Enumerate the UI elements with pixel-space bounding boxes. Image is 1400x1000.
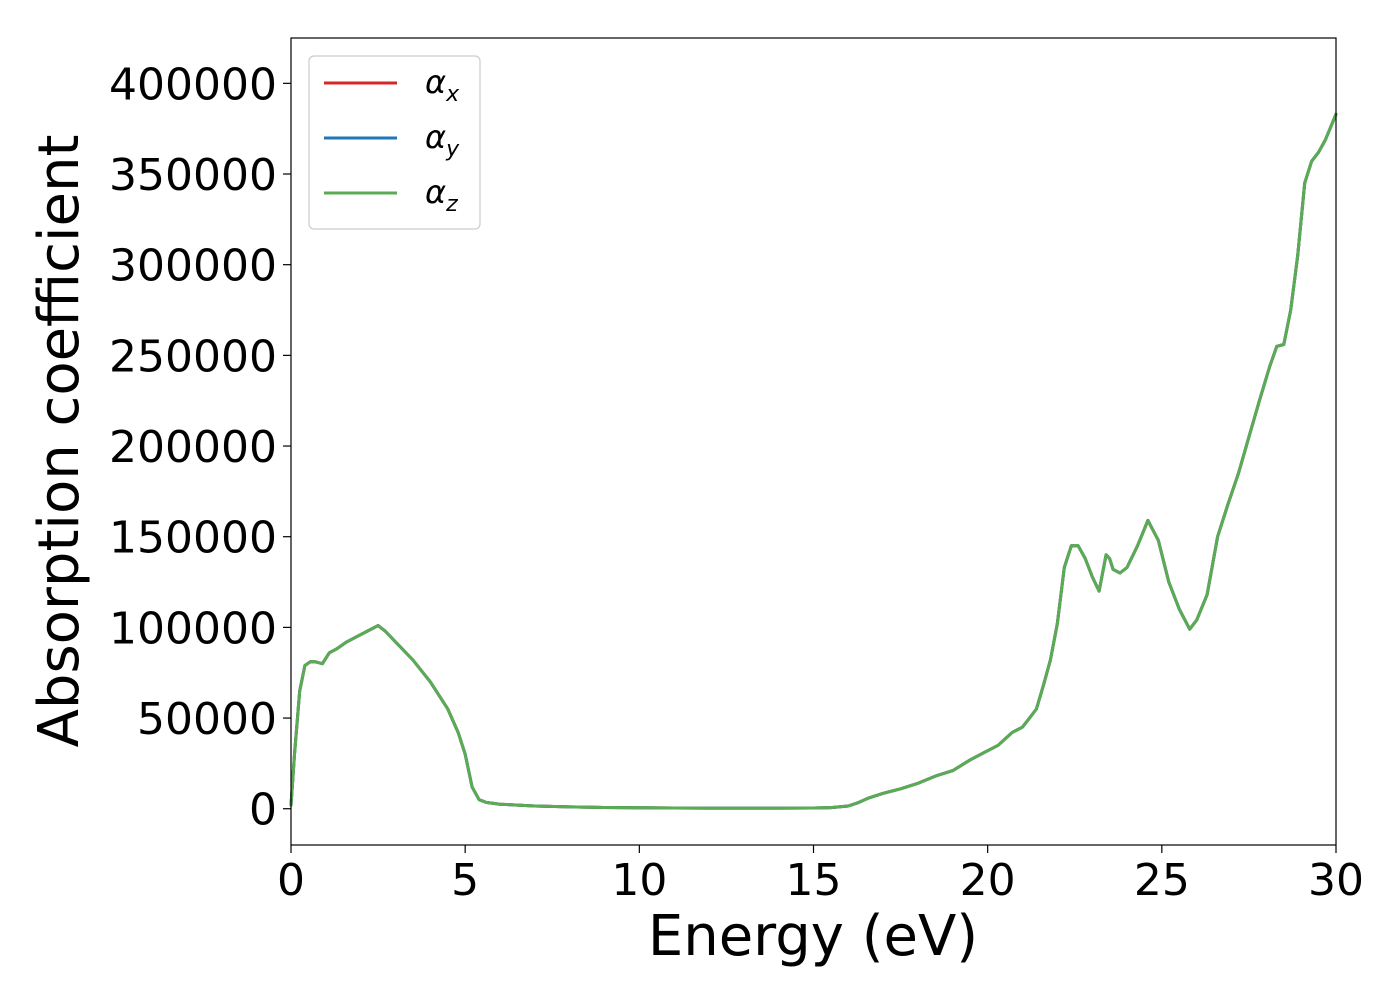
- x-tick-label: 0: [277, 855, 305, 906]
- legend-label: αy: [425, 118, 460, 162]
- series-line-2: [289, 112, 1338, 810]
- y-tick-label: 150000: [109, 513, 277, 564]
- y-tick-label: 50000: [137, 694, 277, 745]
- y-tick-label: 100000: [109, 603, 277, 654]
- x-tick-label: 25: [1134, 855, 1190, 906]
- y-tick-label: 400000: [109, 59, 277, 110]
- y-axis-label: Absorption coefficient: [27, 135, 92, 748]
- series-layer: [289, 112, 1338, 810]
- legend-label: αz: [425, 173, 458, 217]
- legend: αx αy αz: [308, 55, 481, 230]
- x-tick-label: 10: [611, 855, 667, 906]
- x-tick-label: 30: [1308, 855, 1364, 906]
- x-tick-label: 15: [786, 855, 842, 906]
- y-tick-label: 250000: [109, 331, 277, 382]
- y-tick-label: 0: [249, 785, 277, 836]
- x-tick-label: 20: [960, 855, 1016, 906]
- y-tick-label: 200000: [109, 422, 277, 473]
- legend-box: [308, 55, 481, 230]
- x-axis-ticks: 0 5 10 15 20 25 30: [277, 845, 1364, 906]
- y-axis-ticks: 0 50000 100000 150000 200000 250000 300000 3500…: [109, 59, 291, 836]
- y-tick-label: 350000: [109, 150, 277, 201]
- legend-label: αx: [425, 63, 460, 107]
- x-axis-label: Energy (eV): [648, 904, 978, 969]
- x-tick-label: 5: [451, 855, 479, 906]
- y-tick-label: 300000: [109, 241, 277, 292]
